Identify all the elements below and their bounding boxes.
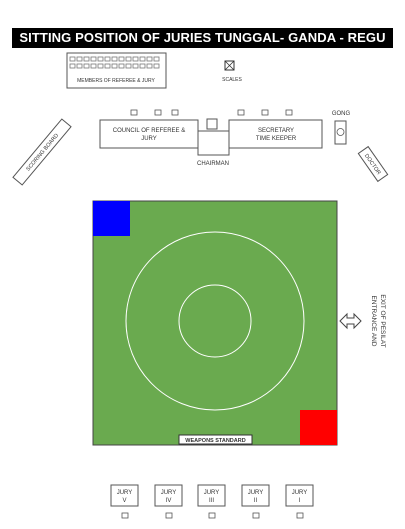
chairman-label: CHAIRMAN bbox=[197, 161, 229, 167]
jury-name: JURY bbox=[292, 490, 308, 496]
jury-box: JURY V bbox=[110, 484, 139, 519]
entrance-label-line1: ENTRANCE AND bbox=[370, 296, 377, 347]
jury-box: JURY I bbox=[285, 484, 314, 519]
entrance-exit: ENTRANCE AND EXIT OF PESILAT bbox=[339, 294, 386, 348]
doctor-position: DOCTOR bbox=[357, 145, 389, 183]
double-arrow-icon bbox=[339, 312, 362, 330]
jury-box: JURY IV bbox=[154, 484, 183, 519]
competition-arena bbox=[92, 200, 338, 446]
jury-seat bbox=[252, 512, 260, 519]
gong-label: GONG bbox=[332, 111, 351, 117]
jury-name: JURY bbox=[204, 490, 220, 496]
scoring-board-label: SCORING BOARD bbox=[25, 133, 60, 173]
secretary-label-line2: TIME KEEPER bbox=[256, 136, 297, 142]
entrance-label-line2: EXIT OF PESILAT bbox=[379, 294, 386, 347]
jury-number: IV bbox=[166, 498, 172, 504]
jury-box: JURY II bbox=[241, 484, 270, 519]
weapons-standard: WEAPONS STANDARD bbox=[178, 434, 253, 445]
council-seats bbox=[130, 109, 293, 116]
scales: SCALES bbox=[222, 60, 243, 83]
jury-number: II bbox=[254, 498, 258, 504]
gong-icon bbox=[336, 128, 345, 136]
gong: GONG bbox=[332, 111, 351, 145]
chairman-position: CHAIRMAN bbox=[197, 118, 230, 167]
inner-circle bbox=[178, 284, 252, 358]
secretary-label-line1: SECRETARY bbox=[258, 128, 294, 134]
jury-seat bbox=[296, 512, 304, 519]
jury-number: III bbox=[209, 498, 214, 504]
jury-name: JURY bbox=[117, 490, 133, 496]
jury-seat bbox=[121, 512, 129, 519]
scoring-board: SCORING BOARD bbox=[12, 118, 72, 186]
council-table: COUNCIL OF REFEREE & JURY bbox=[99, 119, 199, 149]
blue-corner bbox=[93, 201, 130, 236]
diagram-title: SITTING POSITION OF JURIES TUNGGAL- GAND… bbox=[12, 28, 393, 48]
weapons-standard-label: WEAPONS STANDARD bbox=[185, 438, 245, 444]
jury-box: JURY III bbox=[197, 484, 226, 519]
jury-row: JURY V JURY IV JURY III JURY II JURY I bbox=[110, 484, 314, 519]
scales-label: SCALES bbox=[222, 77, 242, 83]
council-label-line2: JURY bbox=[141, 136, 157, 142]
red-corner bbox=[300, 410, 337, 445]
members-table: MEMBERS OF REFEREE & JURY bbox=[66, 52, 167, 89]
jury-name: JURY bbox=[161, 490, 177, 496]
jury-number: V bbox=[122, 498, 126, 504]
member-seats bbox=[69, 56, 160, 69]
secretary-table: SECRETARY TIME KEEPER bbox=[228, 119, 323, 149]
jury-seat bbox=[208, 512, 216, 519]
jury-number: I bbox=[299, 498, 301, 504]
jury-seat bbox=[165, 512, 173, 519]
jury-name: JURY bbox=[248, 490, 264, 496]
council-label-line1: COUNCIL OF REFEREE & bbox=[113, 128, 185, 134]
members-label: MEMBERS OF REFEREE & JURY bbox=[77, 78, 155, 84]
outer-circle bbox=[125, 231, 305, 411]
